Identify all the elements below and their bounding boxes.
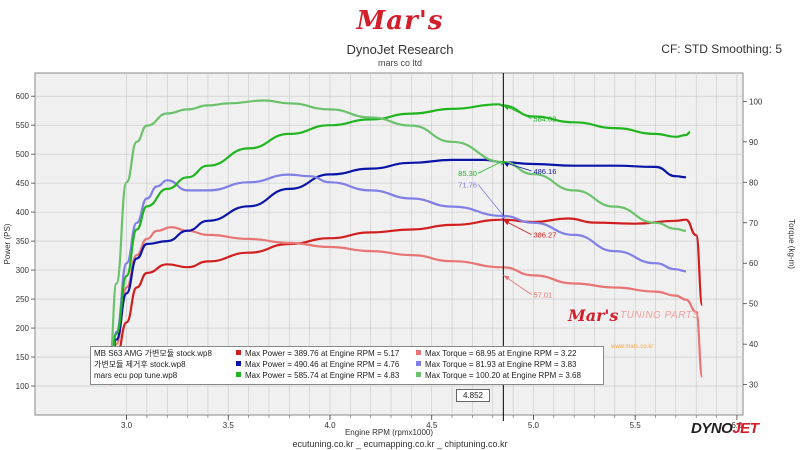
dynojet-logo: DYNOJET: [691, 420, 759, 437]
annotation-label: 57.01: [533, 291, 552, 300]
y-right-tick-label: 90: [749, 138, 758, 147]
legend-power: Max Power = 490.46 at Engine RPM = 4.76: [236, 359, 399, 370]
y-left-tick-label: 250: [16, 295, 30, 304]
annotation-label: 386.27: [533, 231, 556, 240]
cursor-rpm-readout: 4.852: [456, 389, 490, 402]
annotation-label: 486.16: [533, 167, 556, 176]
annotation-label: 584.62: [533, 115, 556, 124]
series-line-power: [109, 103, 691, 370]
y-right-tick-label: 70: [749, 219, 758, 228]
legend-power-text: Max Power = 490.46 at Engine RPM = 4.76: [245, 360, 400, 369]
legend-row: mars ecu pop tune.wp8 Max Power = 585.74…: [94, 370, 600, 381]
y-left-tick-label: 600: [16, 92, 30, 101]
legend-row: 가변모듈 제거후 stock.wp8 Max Power = 490.46 at…: [94, 359, 600, 370]
chart-subtitle: mars co ltd: [377, 58, 422, 68]
right-axis-ticks: 30 40 50 60 70 80 90 100: [743, 97, 763, 390]
legend-torque-text: Max Torque = 81.93 at Engine RPM = 3.83: [425, 360, 577, 369]
legend-torque: Max Torque = 100.20 at Engine RPM = 3.68: [416, 370, 581, 381]
legend-run-name: mars ecu pop tune.wp8: [94, 371, 178, 380]
legend: MB S63 AMG 가변모듈 stock.wp8 Max Power = 38…: [90, 346, 604, 385]
y-right-tick-label: 30: [749, 381, 758, 390]
y-left-tick-label: 400: [16, 208, 30, 217]
y-right-tick-label: 100: [749, 97, 763, 106]
power-swatch: [236, 350, 241, 355]
watermark-logo: Mar's: [568, 306, 619, 325]
annotation-arrow: [503, 105, 510, 111]
legend-torque: Max Torque = 68.95 at Engine RPM = 3.22: [416, 348, 577, 359]
y-left-tick-label: 550: [16, 121, 30, 130]
series-line-power: [109, 158, 687, 370]
y-left-tick-label: 350: [16, 237, 30, 246]
annotation-arrow: [500, 215, 507, 221]
y-right-tick-label: 80: [749, 178, 758, 187]
chart-title: DynoJet Research: [346, 42, 454, 57]
series-lines: [109, 99, 704, 386]
x-tick-label: 5.5: [630, 421, 642, 430]
annotation-arrow: [503, 220, 510, 226]
y-right-tick-label: 60: [749, 259, 758, 268]
y-right-tick-label: 40: [749, 340, 758, 349]
legend-run-name: 가변모듈 제거후 stock.wp8: [94, 360, 186, 369]
series-line-torque: [109, 226, 704, 386]
torque-swatch: [416, 361, 421, 366]
annotation-label: 85.30: [458, 169, 477, 178]
torque-swatch: [416, 350, 421, 355]
left-axis-ticks: 100 150 200 250 300 350 400 450 500 550 600: [16, 92, 35, 391]
legend-power: Max Power = 389.76 at Engine RPM = 5.17: [236, 348, 399, 359]
y-left-tick-label: 300: [16, 266, 30, 275]
watermark-url: www.mars.co.kr: [611, 344, 654, 350]
annotations: 584.62 486.16 386.27 85.30 71.76 57.01: [458, 104, 556, 300]
series-line-torque: [109, 173, 687, 374]
series-line-torque: [109, 99, 687, 354]
x-axis-label: Engine RPM (rpmx1000): [345, 428, 433, 437]
y-right-tick-label: 50: [749, 300, 758, 309]
legend-power: Max Power = 585.74 at Engine RPM = 4.83: [236, 370, 399, 381]
x-tick-label: 3.0: [121, 421, 133, 430]
x-tick-label: 5.0: [528, 421, 540, 430]
legend-torque-text: Max Torque = 68.95 at Engine RPM = 3.22: [425, 349, 577, 358]
y-left-tick-label: 200: [16, 324, 30, 333]
x-tick-label: 4.5: [426, 421, 438, 430]
torque-swatch: [416, 372, 421, 377]
right-axis-label: Torque (kg-m): [787, 219, 796, 269]
legend-row: MB S63 AMG 가변모듈 stock.wp8 Max Power = 38…: [94, 348, 600, 359]
footer-text: ecutuning.co.kr _ ecumapping.co.kr _ chi…: [292, 439, 508, 449]
watermark-text: TUNING PARTS: [620, 310, 700, 321]
legend-power-text: Max Power = 585.74 at Engine RPM = 4.83: [245, 371, 400, 380]
legend-power-text: Max Power = 389.76 at Engine RPM = 5.17: [245, 349, 400, 358]
annotation-arrow: [503, 162, 510, 168]
x-tick-label: 6.0: [731, 421, 743, 430]
annotation-arrow: [500, 160, 507, 166]
dynojet-text-a: DYNO: [691, 420, 733, 437]
mars-logo: Mar's: [356, 6, 444, 36]
power-swatch: [236, 361, 241, 366]
annotation-leader: [477, 160, 504, 174]
x-tick-label: 4.0: [324, 421, 336, 430]
x-tick-label: 3.5: [223, 421, 235, 430]
y-left-tick-label: 450: [16, 179, 30, 188]
settings-label: CF: STD Smoothing: 5: [661, 42, 782, 56]
annotation-label: 71.76: [458, 181, 477, 190]
legend-torque: Max Torque = 81.93 at Engine RPM = 3.83: [416, 359, 577, 370]
y-left-tick-label: 100: [16, 382, 30, 391]
x-axis-ticks: 3.0 3.5 4.0 4.5 5.0 5.5 6.0: [121, 415, 743, 430]
y-left-tick-label: 500: [16, 150, 30, 159]
left-axis-label: Power (PS): [3, 223, 12, 264]
annotation-arrow: [503, 275, 510, 281]
annotation-leader: [477, 184, 504, 216]
y-left-tick-label: 150: [16, 353, 30, 362]
legend-torque-text: Max Torque = 100.20 at Engine RPM = 3.68: [425, 371, 581, 380]
legend-run-name: MB S63 AMG 가변모듈 stock.wp8: [94, 349, 212, 358]
power-swatch: [236, 372, 241, 377]
dynojet-text-b: JET: [732, 420, 759, 437]
